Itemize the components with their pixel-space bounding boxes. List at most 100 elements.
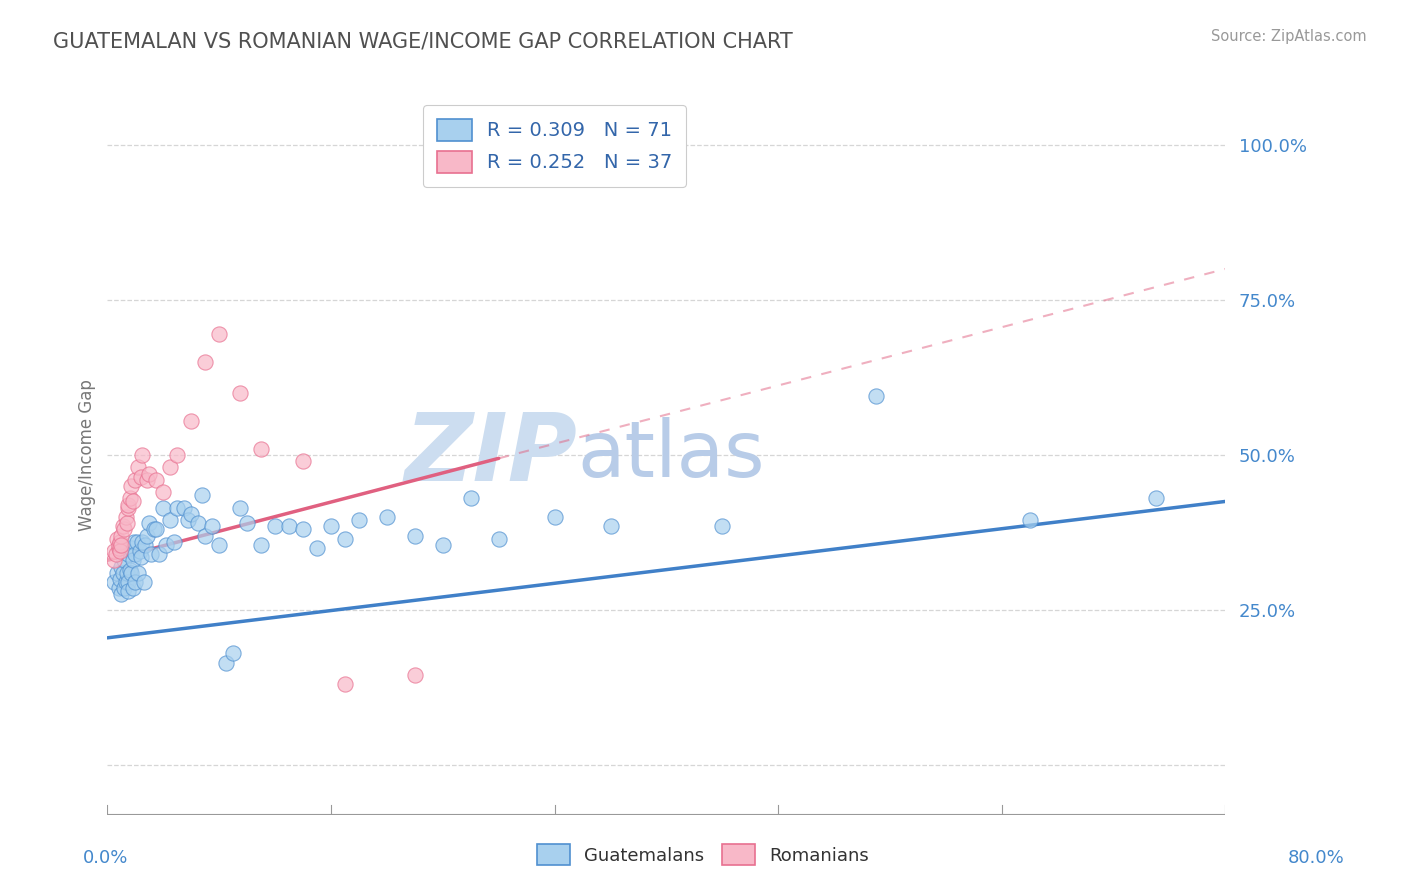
Point <box>105 532 128 546</box>
Point <box>180 507 202 521</box>
Point <box>117 500 139 515</box>
Point <box>132 575 155 590</box>
Point <box>1018 513 1040 527</box>
Point <box>347 513 370 527</box>
Point <box>173 500 195 515</box>
Point <box>177 513 200 527</box>
Point <box>105 566 128 580</box>
Point <box>138 516 160 530</box>
Point <box>194 355 217 369</box>
Point <box>865 389 887 403</box>
Point <box>229 500 252 515</box>
Point <box>333 532 356 546</box>
Point <box>121 494 143 508</box>
Point <box>187 516 209 530</box>
Text: atlas: atlas <box>576 417 765 493</box>
Point <box>114 575 136 590</box>
Point <box>191 488 214 502</box>
Point <box>110 559 132 574</box>
Point <box>120 541 142 555</box>
Point <box>250 442 273 456</box>
Text: ZIP: ZIP <box>404 409 576 501</box>
Legend: R = 0.309   N = 71, R = 0.252   N = 37: R = 0.309 N = 71, R = 0.252 N = 37 <box>423 105 686 186</box>
Point <box>145 473 167 487</box>
Point <box>122 534 145 549</box>
Point <box>201 519 224 533</box>
Point <box>120 479 142 493</box>
Text: Source: ZipAtlas.com: Source: ZipAtlas.com <box>1211 29 1367 44</box>
Point <box>108 534 131 549</box>
Point <box>264 519 287 533</box>
Point <box>117 575 139 590</box>
Point <box>118 563 141 577</box>
Text: GUATEMALAN VS ROMANIAN WAGE/INCOME GAP CORRELATION CHART: GUATEMALAN VS ROMANIAN WAGE/INCOME GAP C… <box>53 31 793 51</box>
Point <box>488 532 510 546</box>
Point <box>333 677 356 691</box>
Point <box>145 522 167 536</box>
Point <box>135 528 157 542</box>
Point <box>112 553 135 567</box>
Point <box>117 498 139 512</box>
Point <box>107 581 129 595</box>
Point <box>114 510 136 524</box>
Point <box>148 547 170 561</box>
Point <box>599 519 621 533</box>
Point <box>250 538 273 552</box>
Point <box>131 534 153 549</box>
Point <box>110 587 132 601</box>
Point <box>215 656 238 670</box>
Legend: Guatemalans, Romanians: Guatemalans, Romanians <box>529 835 877 874</box>
Point <box>124 575 146 590</box>
Point <box>236 516 259 530</box>
Point <box>166 448 188 462</box>
Point <box>117 584 139 599</box>
Point <box>112 581 135 595</box>
Point <box>142 522 165 536</box>
Point <box>127 566 149 580</box>
Point <box>128 544 150 558</box>
Point <box>163 534 186 549</box>
Point <box>129 550 152 565</box>
Point <box>159 513 181 527</box>
Point <box>107 538 129 552</box>
Point <box>292 454 315 468</box>
Point <box>111 566 134 580</box>
Point <box>208 326 231 341</box>
Point <box>229 385 252 400</box>
Point <box>103 544 125 558</box>
Point <box>404 528 426 542</box>
Point <box>129 469 152 483</box>
Point <box>111 519 134 533</box>
Point <box>404 668 426 682</box>
Point <box>711 519 734 533</box>
Point <box>375 510 398 524</box>
Text: 80.0%: 80.0% <box>1288 849 1344 867</box>
Point <box>1144 491 1167 506</box>
Point <box>127 460 149 475</box>
Point <box>103 553 125 567</box>
Point <box>112 522 135 536</box>
Point <box>118 491 141 506</box>
Point <box>166 500 188 515</box>
Point <box>222 646 245 660</box>
Point <box>138 467 160 481</box>
Point <box>208 538 231 552</box>
Point <box>543 510 565 524</box>
Point <box>139 547 162 561</box>
Point <box>121 581 143 595</box>
Point <box>115 516 138 530</box>
Point <box>194 528 217 542</box>
Point <box>124 473 146 487</box>
Point <box>108 544 131 558</box>
Point <box>107 541 129 555</box>
Point <box>292 522 315 536</box>
Point <box>121 553 143 567</box>
Point <box>104 547 127 561</box>
Point <box>110 538 132 552</box>
Y-axis label: Wage/Income Gap: Wage/Income Gap <box>79 379 96 531</box>
Text: 0.0%: 0.0% <box>83 849 128 867</box>
Point <box>134 538 156 552</box>
Point <box>124 547 146 561</box>
Point <box>135 473 157 487</box>
Point <box>125 534 148 549</box>
